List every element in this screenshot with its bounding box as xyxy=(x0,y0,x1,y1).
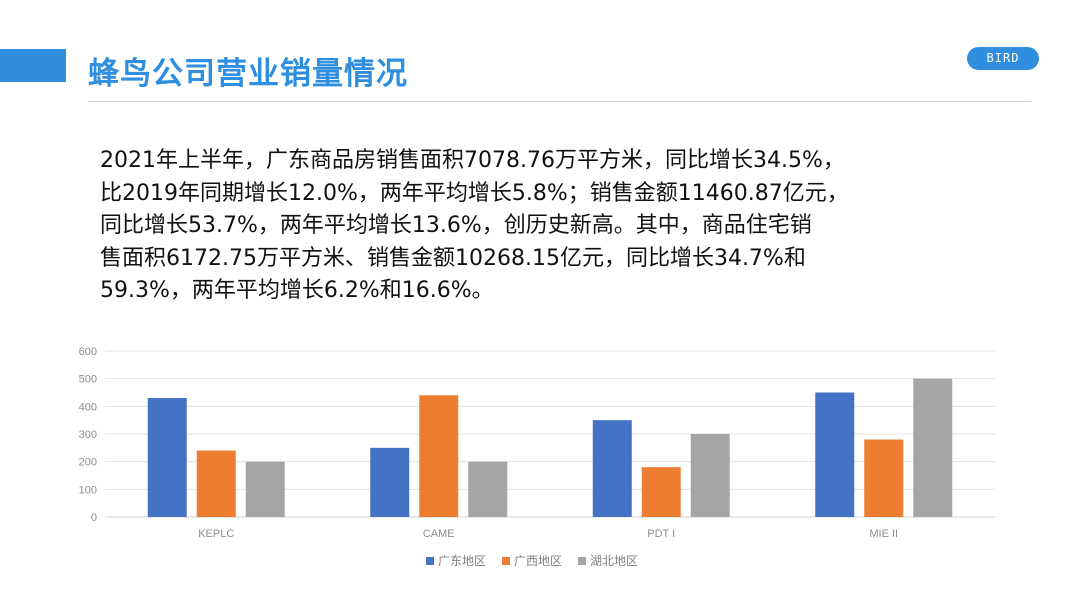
bar-3 xyxy=(468,461,508,517)
x-tick-label: KEPLC xyxy=(198,528,234,540)
y-tick-label: 400 xyxy=(79,401,97,413)
body-line: 比2019年同期增长12.0%，两年平均增长5.8%；销售金额11460.87亿… xyxy=(100,180,849,206)
y-tick-label: 0 xyxy=(91,512,97,524)
y-tick-label: 500 xyxy=(79,374,97,386)
x-tick-label: PDT I xyxy=(647,528,675,540)
body-line: 2021年上半年，广东商品房销售面积7078.76万平方米，同比增长34.5%， xyxy=(100,148,845,173)
body-line: 售面积6172.75万平方米、销售金额10268.15亿元，同比增长34.7%和 xyxy=(100,245,806,271)
body-line: 59.3%，两年平均增长6.2%和16.6%。 xyxy=(100,278,494,303)
y-tick-label: 300 xyxy=(79,429,97,441)
body-paragraph: 2021年上半年，广东商品房销售面积7078.76万平方米，同比增长34.5%，… xyxy=(100,145,980,308)
bar-1 xyxy=(815,392,855,517)
title-accent-bar xyxy=(0,49,66,82)
bar-1 xyxy=(370,447,410,517)
y-tick-label: 200 xyxy=(79,457,97,469)
legend-label: 广东地区 xyxy=(438,554,486,568)
legend-swatch xyxy=(578,557,586,565)
y-tick-label: 100 xyxy=(79,484,97,496)
title-divider xyxy=(88,101,1031,102)
legend-label: 湖北地区 xyxy=(590,553,638,568)
bar-chart: 0 100 200 300 400 500 600 KEPLC CAME PDT I MIE II 广… xyxy=(79,346,995,568)
legend-swatch xyxy=(502,557,510,565)
brand-badge: BIRD xyxy=(967,47,1039,70)
bar-1 xyxy=(592,420,632,517)
bar-2 xyxy=(196,450,236,517)
bar-3 xyxy=(913,378,953,517)
legend-swatch xyxy=(426,557,434,565)
bar-2 xyxy=(864,439,904,517)
legend-label: 广西地区 xyxy=(514,554,562,568)
bar-2 xyxy=(641,467,681,517)
bar-3 xyxy=(245,461,285,517)
page-title: 蜂鸟公司营业销量情况 xyxy=(88,56,408,92)
bar-3 xyxy=(690,434,730,517)
bar-1 xyxy=(147,398,187,517)
x-tick-label: CAME xyxy=(423,528,455,540)
y-tick-label: 600 xyxy=(79,346,97,358)
x-tick-label: MIE II xyxy=(869,528,898,540)
body-line: 同比增长53.7%，两年平均增长13.6%，创历史新高。其中，商品住宅销 xyxy=(100,213,812,238)
chart-container: 0 100 200 300 400 500 600 KEPLC CAME PDT I MIE II 广… xyxy=(0,330,1080,590)
bar-2 xyxy=(419,395,459,517)
